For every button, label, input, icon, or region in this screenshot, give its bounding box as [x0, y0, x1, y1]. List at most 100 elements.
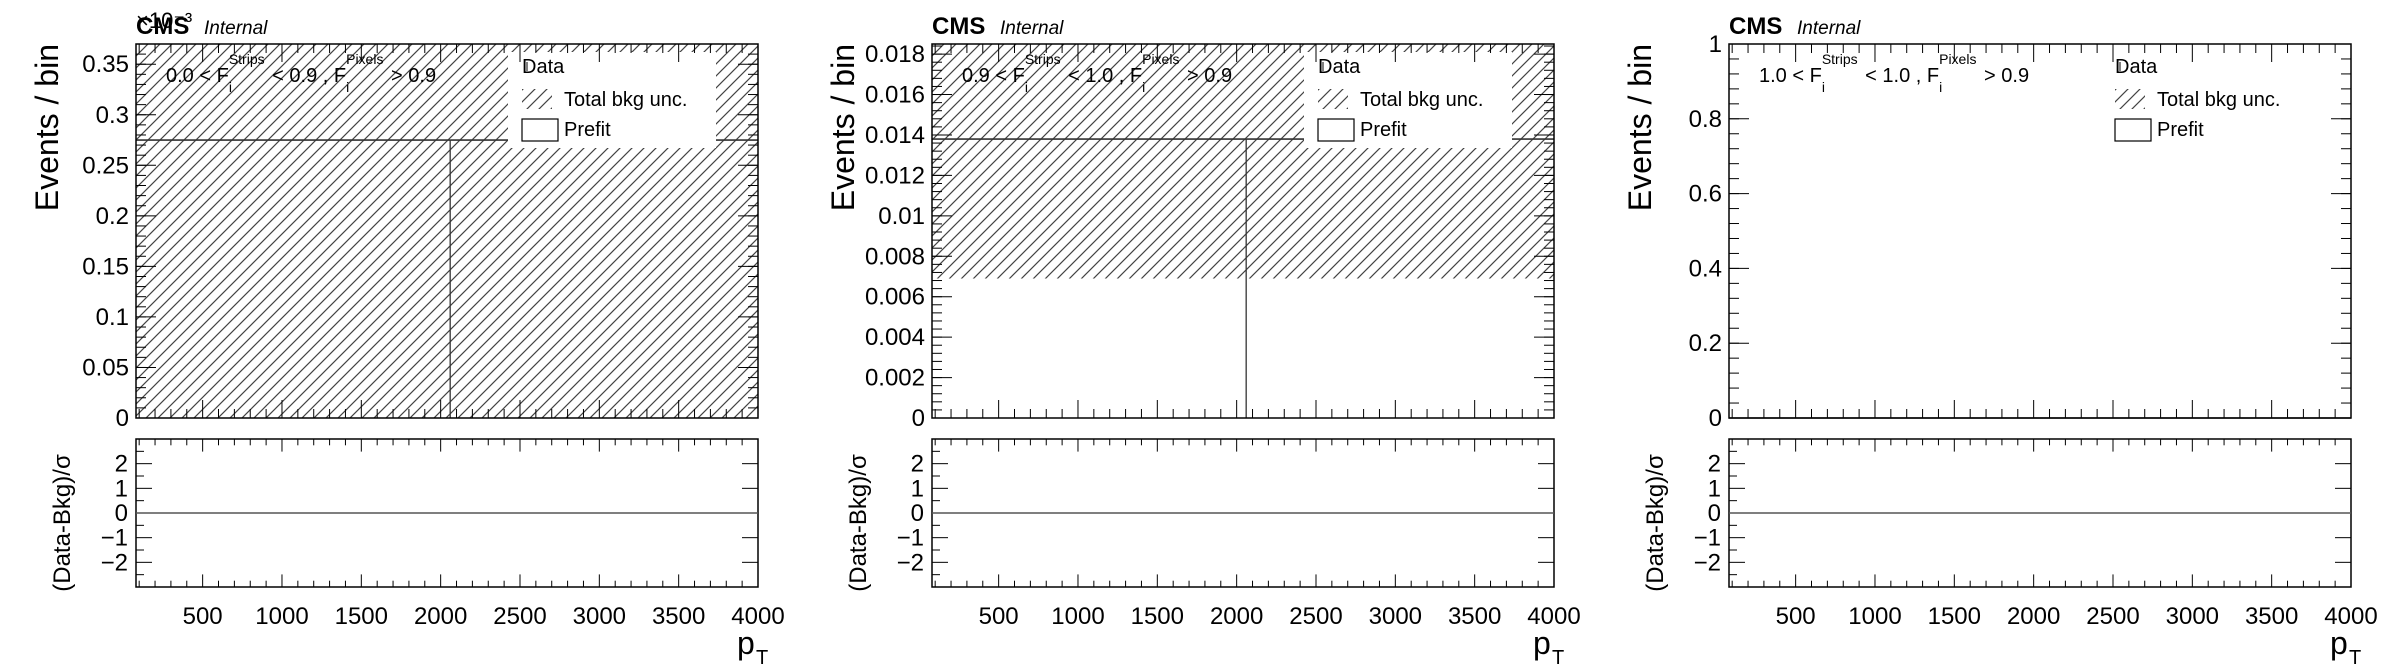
ratio-y-tick-label: 0 — [115, 500, 128, 527]
legend-entry-data: Data — [1318, 56, 1361, 78]
internal-label: Internal — [204, 18, 268, 39]
legend-prefit-swatch — [1317, 118, 1355, 142]
y-tick-label: 0.014 — [865, 122, 925, 149]
ratio-y-tick-label: 2 — [115, 451, 128, 478]
legend-prefit-swatch — [521, 118, 559, 142]
region-label-part: Strips — [229, 51, 265, 67]
legend-prefit-swatch — [2114, 118, 2152, 142]
y-tick-label: 0.25 — [82, 152, 129, 179]
x-axis-title: p — [1533, 625, 1551, 661]
y-tick-label: 0.016 — [865, 82, 925, 109]
x-tick-label: 2000 — [2007, 603, 2060, 630]
x-tick-label: 2000 — [414, 603, 467, 630]
x-tick-label: 1000 — [255, 603, 308, 630]
region-label-part: Pixels — [346, 51, 383, 67]
x-tick-label: 2000 — [1210, 603, 1263, 630]
y-tick-label: 0.008 — [865, 243, 925, 270]
region-label-part: Pixels — [1939, 51, 1976, 67]
x-tick-label: 1500 — [1131, 603, 1184, 630]
y-tick-label: 1 — [1709, 31, 1722, 58]
ratio-y-tick-label: 2 — [911, 451, 924, 478]
internal-label: Internal — [1797, 18, 1861, 39]
ratio-y-tick-label: 1 — [115, 475, 128, 502]
y-tick-label: 0.002 — [865, 365, 925, 392]
x-tick-label: 3000 — [1369, 603, 1422, 630]
y-tick-label: 0.2 — [96, 203, 129, 230]
cms-label: CMS — [932, 13, 985, 40]
region-label-part: F — [334, 65, 346, 87]
y-tick-label: 0.004 — [865, 324, 925, 351]
x-tick-label: 500 — [1776, 603, 1816, 630]
ratio-axis-title: (Data-Bkg)/σ — [845, 454, 872, 592]
x-tick-label: 3500 — [652, 603, 705, 630]
x-axis-title: p — [2330, 625, 2348, 661]
chart-panel-1: Data Total bkg unc. Prefit 0 0.05 0.1 0.15 0.2 0… — [29, 8, 785, 669]
x-tick-label: 500 — [183, 603, 223, 630]
chart-panel-2: Data Total bkg unc. Prefit 0 0.002 0.004 0.006… — [825, 13, 1581, 669]
y-tick-label: 0.6 — [1689, 181, 1722, 208]
legend-unc-swatch — [522, 89, 552, 109]
y-tick-label: 0 — [116, 405, 129, 432]
region-label-part: i — [1025, 79, 1028, 95]
x-axis-title-sub: T — [2349, 647, 2361, 669]
cms-label: CMS — [1729, 13, 1782, 40]
y-tick-label: 0 — [1709, 405, 1722, 432]
ratio-y-tick-label: 0 — [1708, 500, 1721, 527]
x-tick-label: 2500 — [1289, 603, 1342, 630]
y-multiplier: ×10⁻³ — [136, 8, 192, 33]
ratio-y-tick-label: −1 — [1694, 525, 1721, 552]
legend-entry-data: Data — [2115, 56, 2158, 78]
y-axis-title: Events / bin — [825, 44, 861, 211]
y-tick-label: 0.2 — [1689, 330, 1722, 357]
x-axis-title-sub: T — [1552, 647, 1564, 669]
region-label-part: F — [1013, 65, 1025, 87]
y-tick-label: 0.012 — [865, 162, 925, 189]
ratio-y-tick-label: −2 — [101, 549, 128, 576]
ratio-y-tick-label: 0 — [911, 500, 924, 527]
ratio-y-tick-label: 1 — [1708, 475, 1721, 502]
y-tick-label: 0 — [912, 405, 925, 432]
region-label-part: 0.0 < — [166, 65, 217, 87]
ratio-y-tick-label: −1 — [897, 525, 924, 552]
y-tick-label: 0.8 — [1689, 106, 1722, 133]
region-label-part: Strips — [1025, 51, 1061, 67]
region-label-part: > 0.9 — [1181, 65, 1232, 87]
y-tick-label: 0.4 — [1689, 255, 1722, 282]
legend-unc-swatch — [2115, 89, 2145, 109]
ratio-y-tick-label: 1 — [911, 475, 924, 502]
region-label-part: F — [1810, 65, 1822, 87]
x-axis-title-sub: T — [756, 647, 768, 669]
region-label-part: > 0.9 — [385, 65, 436, 87]
region-label-part: 0.9 < — [962, 65, 1013, 87]
ratio-y-tick-label: 2 — [1708, 451, 1721, 478]
region-label-part: F — [1927, 65, 1939, 87]
ratio-y-tick-label: −2 — [897, 549, 924, 576]
region-label-part: Pixels — [1142, 51, 1179, 67]
x-tick-label: 500 — [979, 603, 1019, 630]
y-tick-label: 0.3 — [96, 102, 129, 129]
x-tick-label: 2500 — [2086, 603, 2139, 630]
x-tick-label: 1000 — [1848, 603, 1901, 630]
x-tick-label: 1000 — [1051, 603, 1104, 630]
x-tick-label: 3000 — [2166, 603, 2219, 630]
x-tick-label: 3500 — [1448, 603, 1501, 630]
cms-label: CMS — [136, 13, 189, 40]
x-tick-label: 1500 — [335, 603, 388, 630]
ratio-y-tick-label: −1 — [101, 525, 128, 552]
legend-entry-unc: Total bkg unc. — [2157, 89, 2280, 111]
legend-unc-swatch — [1318, 89, 1348, 109]
y-tick-label: 0.01 — [878, 203, 925, 230]
main-frame — [135, 43, 759, 419]
region-label-part: F — [1130, 65, 1142, 87]
region-label-part: 1.0 < — [1759, 65, 1810, 87]
x-tick-label: 1500 — [1928, 603, 1981, 630]
x-tick-label: 2500 — [493, 603, 546, 630]
x-tick-label: 4000 — [1527, 603, 1580, 630]
y-tick-label: 0.1 — [96, 304, 129, 331]
region-label-part: Strips — [1822, 51, 1858, 67]
y-tick-label: 0.006 — [865, 284, 925, 311]
region-label-part: F — [217, 65, 229, 87]
y-axis-title: Events / bin — [29, 44, 65, 211]
